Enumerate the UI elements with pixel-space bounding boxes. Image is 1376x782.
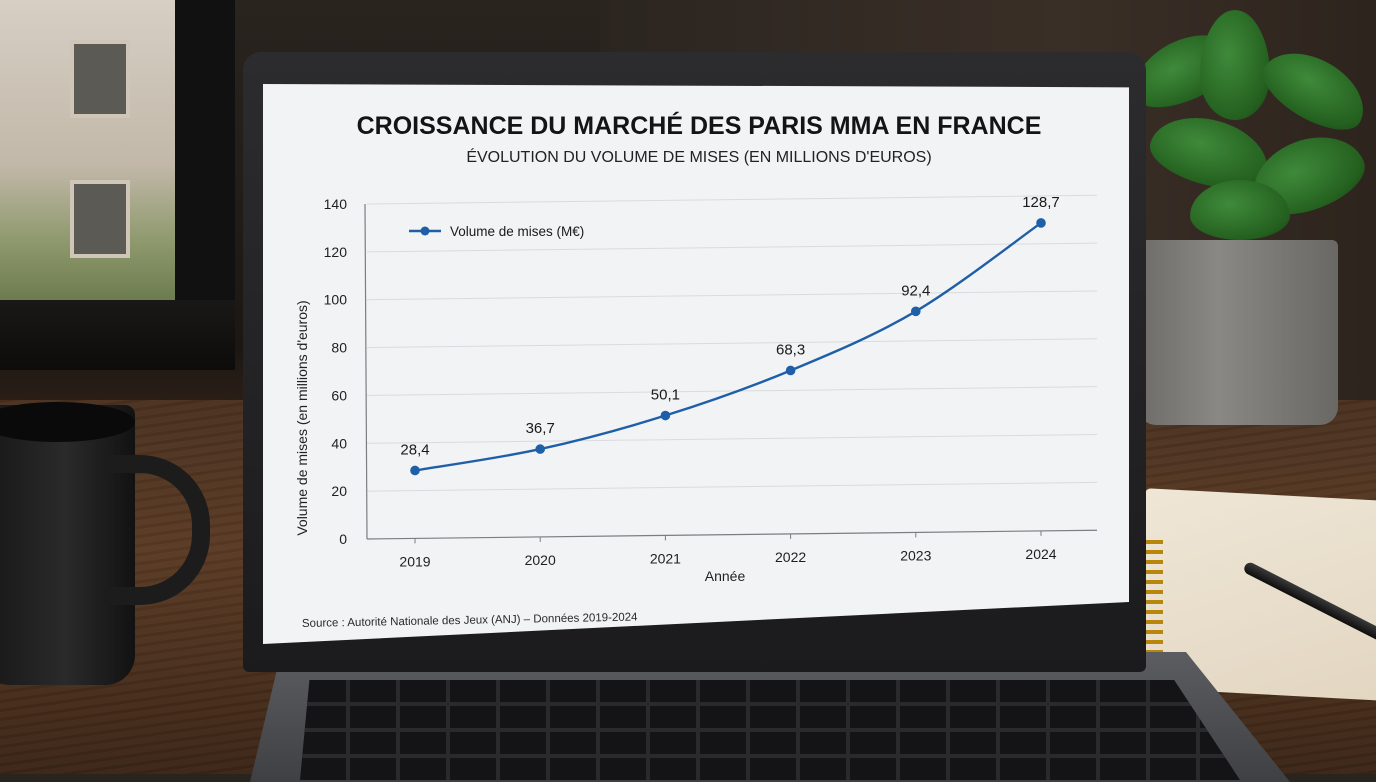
chart-title: CROISSANCE DU MARCHÉ DES PARIS MMA EN FR…: [357, 111, 1042, 140]
laptop-screen: [263, 84, 1129, 644]
x-axis-ticks: 2019 2020 2021 2022 2023 2024: [399, 530, 1057, 569]
window: [0, 0, 235, 370]
plant-leaf: [1200, 10, 1270, 120]
y-tick-label: 140: [324, 196, 348, 212]
y-tick-label: 40: [331, 435, 347, 451]
x-tick-label: 2019: [399, 553, 430, 569]
plant-leaf: [1190, 180, 1290, 240]
grid-line: [366, 194, 1098, 205]
laptop-keyboard-rows: [300, 680, 1240, 780]
y-axis-title: Volume de mises (en millions d'euros): [294, 300, 310, 535]
y-tick-label: 60: [331, 387, 347, 403]
notebook-spiral: [1145, 540, 1163, 680]
data-label: 92,4: [901, 282, 930, 299]
chart-subtitle: ÉVOLUTION DU VOLUME DE MISES (EN MILLION…: [466, 147, 931, 166]
data-point: [535, 444, 545, 454]
y-tick-label: 20: [331, 483, 347, 499]
grid-lines: [366, 194, 1098, 492]
x-tick-label: 2021: [650, 550, 681, 566]
data-label: 36,7: [526, 420, 555, 437]
data-label: 28,4: [400, 441, 429, 458]
y-tick-label: 0: [339, 531, 347, 547]
legend: Volume de mises (M€): [409, 224, 584, 239]
plant-pot: [1138, 240, 1338, 425]
data-point: [1036, 218, 1046, 228]
chart-source: Source : Autorité Nationale des Jeux (AN…: [302, 612, 638, 630]
grid-line: [366, 481, 1098, 492]
x-tick-label: 2022: [775, 549, 806, 565]
window-sill: [0, 300, 235, 370]
axes: [364, 203, 1098, 540]
data-point: [911, 306, 921, 317]
grid-line: [366, 242, 1098, 253]
legend-label: Volume de mises (M€): [450, 224, 584, 239]
y-tick-label: 80: [331, 340, 347, 356]
legend-marker: [420, 226, 430, 236]
line-chart: CROISSANCE DU MARCHÉ DES PARIS MMA EN FR…: [294, 111, 1098, 630]
grid-line: [366, 290, 1098, 301]
y-tick-label: 100: [324, 292, 348, 308]
x-tick-label: 2023: [900, 547, 931, 563]
y-axis-ticks: 0 20 40 60 80 100 120 140: [324, 196, 348, 547]
coffee-mug-rim: [0, 402, 135, 442]
grid-line: [366, 386, 1098, 396]
data-labels: 28,4 36,7 50,1 68,3 92,4 128,7: [400, 194, 1059, 459]
window-pane: [0, 0, 175, 300]
y-axis-line: [364, 203, 368, 540]
data-point: [785, 365, 796, 376]
x-axis-line: [366, 529, 1098, 540]
x-axis-title: Année: [705, 568, 746, 584]
data-label: 68,3: [776, 341, 805, 358]
series-line: [414, 221, 1042, 472]
grid-line: [366, 338, 1098, 349]
series-volume: [410, 218, 1046, 476]
grid-line: [366, 434, 1098, 444]
x-tick-label: 2020: [525, 552, 556, 568]
data-label: 50,1: [651, 387, 680, 404]
data-point: [660, 410, 671, 421]
building-window: [70, 40, 130, 118]
x-tick-label: 2024: [1025, 546, 1056, 562]
y-tick-label: 120: [324, 244, 348, 260]
data-point: [410, 465, 420, 476]
data-label: 128,7: [1022, 194, 1060, 211]
building-window: [70, 180, 130, 258]
